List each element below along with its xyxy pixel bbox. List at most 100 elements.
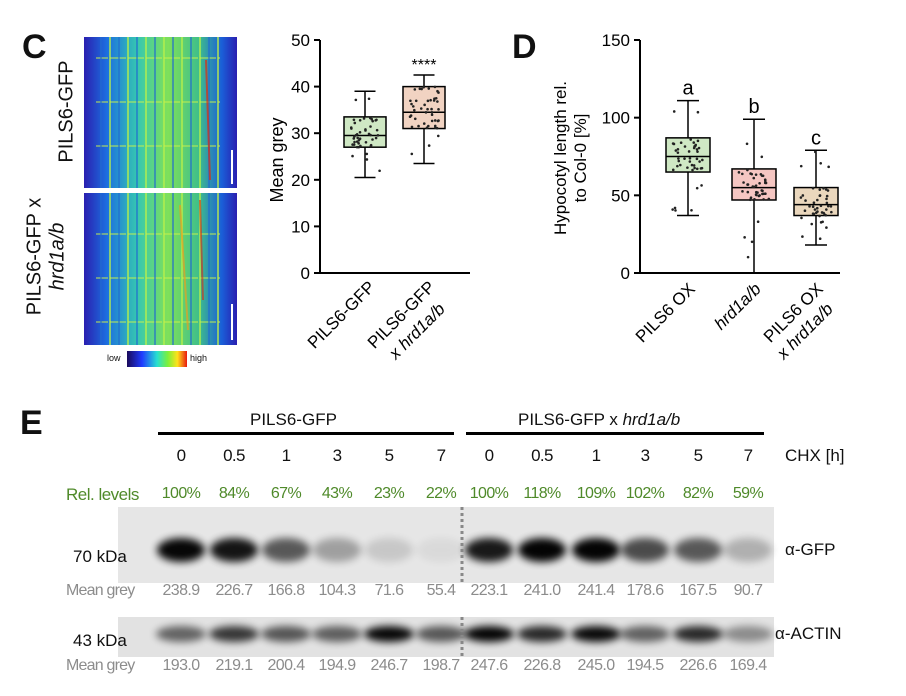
group2-title-prefix: PILS6-GFP x (518, 410, 623, 429)
actin-mean-value: 247.6 (470, 657, 508, 674)
gfp-antibody: α-GFP (785, 540, 836, 559)
data-point (826, 189, 830, 192)
data-point (433, 85, 437, 89)
group2-title-italic: hrd1a/b (622, 410, 681, 429)
data-point (688, 160, 692, 163)
colorbar-low-label: low (107, 353, 121, 363)
y-axis-label-line1: Hypocotyl length rel. (551, 81, 570, 235)
gfp-mean-value: 178.6 (626, 582, 664, 599)
data-point (746, 168, 749, 172)
rel-level-value: 82% (682, 485, 714, 502)
data-point (427, 87, 431, 90)
data-point (435, 126, 439, 130)
data-point (671, 208, 674, 211)
data-point (413, 117, 417, 121)
gfp-band (572, 538, 620, 562)
gfp-band (621, 538, 669, 562)
actin-band (571, 626, 621, 642)
gfp-mean-value: 241.0 (523, 582, 561, 599)
data-point (358, 137, 362, 140)
data-point (364, 140, 368, 144)
group2-title: PILS6-GFP x hrd1a/b (518, 410, 680, 430)
rel-level-value: 109% (576, 485, 616, 502)
data-point (432, 99, 436, 102)
data-point (799, 196, 803, 199)
data-point (356, 136, 359, 140)
actin-band (364, 626, 414, 642)
data-point (696, 110, 700, 114)
data-point (355, 140, 359, 143)
timepoint-label: 3 (640, 446, 650, 465)
data-point (819, 161, 823, 165)
data-point (749, 172, 752, 175)
data-point (378, 169, 381, 173)
rel-level-value: 43% (321, 485, 353, 502)
gfp-mean-value: 71.6 (374, 582, 404, 599)
timepoint-label: 0 (176, 446, 186, 465)
data-point (816, 198, 819, 202)
data-point (436, 134, 440, 138)
y-axis-label-line2: to Col-0 [%] (571, 114, 590, 203)
data-point (676, 148, 680, 151)
actin-mean-value: 193.0 (162, 657, 200, 674)
data-point (813, 208, 817, 211)
data-point (741, 172, 744, 176)
data-point (422, 85, 425, 89)
actin-mean-value: 219.1 (215, 657, 253, 674)
data-point (695, 148, 699, 151)
data-point (763, 178, 767, 181)
data-point (410, 152, 414, 156)
data-point (677, 159, 681, 163)
actin-band (464, 626, 514, 642)
data-point (437, 108, 440, 111)
data-point (352, 137, 356, 140)
hypocotyl-boxplot: 0 50 100 150 Hypocotyl length rel. to Col-0 [… (551, 31, 840, 364)
data-point (691, 168, 694, 172)
data-point (376, 134, 380, 137)
data-point (825, 194, 829, 198)
colorbar-high-label: high (190, 353, 208, 363)
timepoint-label: 5 (693, 446, 703, 465)
gfp-kda: 70 kDa (73, 547, 127, 566)
data-point (368, 116, 372, 120)
data-point (351, 154, 354, 158)
data-point (811, 205, 815, 209)
data-point (811, 212, 815, 215)
data-point (693, 145, 696, 148)
actin-mean-value: 226.6 (679, 657, 717, 674)
colorbar (127, 351, 187, 367)
data-point (413, 108, 416, 112)
significance-letter: c (811, 127, 821, 149)
data-point (819, 204, 823, 208)
data-point (369, 125, 372, 128)
data-point (820, 211, 824, 214)
data-point (410, 102, 413, 106)
timepoint-label: 0 (484, 446, 494, 465)
data-point (816, 210, 819, 213)
data-point (761, 174, 765, 178)
actin-band (673, 626, 723, 642)
data-point (762, 198, 765, 201)
data-point (692, 141, 696, 144)
data-point (426, 99, 430, 103)
data-point (358, 119, 362, 122)
data-point (753, 197, 756, 201)
data-point (674, 149, 678, 152)
actin-band (416, 626, 466, 642)
chx-label: CHX [h] (785, 446, 845, 465)
y-tick-label: 0 (301, 264, 310, 283)
data-point (352, 118, 356, 122)
data-point (686, 166, 689, 169)
actin-band (261, 626, 311, 642)
actin-mean-value: 194.5 (626, 657, 664, 674)
data-point (672, 110, 676, 113)
rel-level-value: 59% (732, 485, 764, 502)
gfp-mean-value: 166.8 (267, 582, 305, 599)
data-point (804, 199, 807, 202)
data-point (815, 206, 819, 210)
data-point (750, 240, 754, 244)
group2-bracket (466, 432, 764, 435)
rel-level-value: 23% (373, 485, 405, 502)
data-point (825, 226, 828, 229)
y-tick-label: 0 (621, 264, 630, 283)
